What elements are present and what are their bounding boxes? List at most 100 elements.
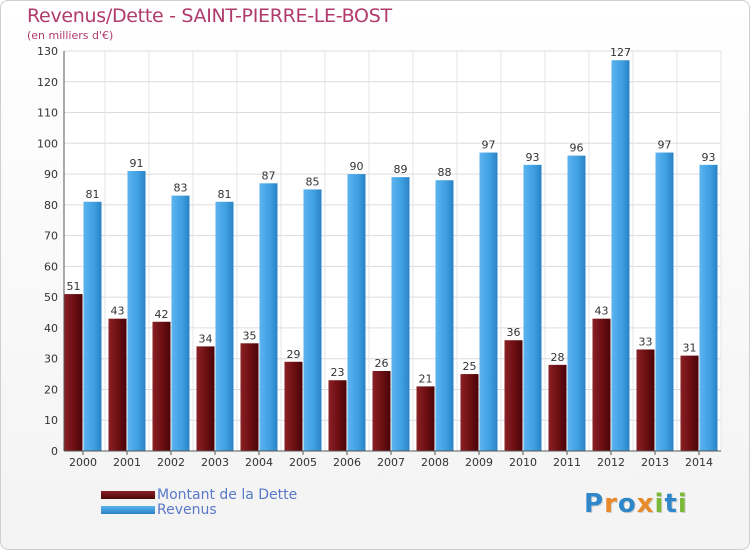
data-label-revenus: 85 <box>306 175 320 188</box>
data-label-dette: 51 <box>67 280 81 293</box>
legend-swatch-revenus <box>101 506 155 514</box>
proxiti-logo: Proxiti <box>584 489 688 519</box>
x-tick-label: 2003 <box>201 456 229 469</box>
logo-letter: o <box>617 489 637 519</box>
y-tick-label: 10 <box>44 414 58 427</box>
bar-dette <box>284 361 303 451</box>
bar-revenus <box>215 201 234 451</box>
data-label-revenus: 89 <box>394 163 408 176</box>
x-tick-label: 2013 <box>641 456 669 469</box>
data-label-revenus: 93 <box>702 151 716 164</box>
y-tick-label: 50 <box>44 291 58 304</box>
chart-title: Revenus/Dette - SAINT-PIERRE-LE-BOST <box>27 5 392 27</box>
data-label-dette: 25 <box>463 360 477 373</box>
bar-revenus <box>699 164 718 451</box>
logo-letter: x <box>636 489 655 519</box>
y-tick-label: 30 <box>44 353 58 366</box>
y-tick-label: 120 <box>37 76 58 89</box>
x-tick-label: 2002 <box>157 456 185 469</box>
data-label-revenus: 97 <box>658 139 672 152</box>
bar-revenus <box>127 171 146 451</box>
labels-layer: 51 81 43 91 42 83 34 81 35 87 29 85 23 90 26 89 21 88 25 97… <box>67 46 716 385</box>
data-label-dette: 31 <box>683 342 697 355</box>
y-tick-label: 80 <box>44 199 58 212</box>
x-tick-label: 2004 <box>245 456 273 469</box>
bar-revenus <box>611 60 630 451</box>
bar-dette <box>592 318 611 451</box>
data-label-dette: 43 <box>111 305 125 318</box>
legend-swatch-dette <box>101 491 155 499</box>
x-tick-label: 2006 <box>333 456 361 469</box>
axis-layer: 0 10 20 30 40 50 60 70 80 90 100 110 120 130 2000 2001 2… <box>37 45 721 469</box>
bar-revenus <box>435 180 454 451</box>
bar-revenus <box>567 155 586 451</box>
data-label-revenus: 81 <box>218 188 232 201</box>
x-tick-label: 2001 <box>113 456 141 469</box>
bar-dette <box>416 386 435 451</box>
bar-dette <box>504 340 523 451</box>
y-tick-label: 130 <box>37 45 58 58</box>
x-tick-label: 2007 <box>377 456 405 469</box>
logo-letter: i <box>654 489 665 519</box>
chart-subtitle: (en milliers d'€) <box>27 29 114 42</box>
data-label-revenus: 91 <box>130 157 144 170</box>
data-label-revenus: 90 <box>350 160 364 173</box>
bar-dette <box>372 371 391 451</box>
bar-dette <box>240 343 259 451</box>
bar-revenus <box>347 174 366 452</box>
bar-revenus <box>83 201 102 451</box>
x-tick-label: 2009 <box>465 456 493 469</box>
data-label-dette: 26 <box>375 357 389 370</box>
bar-revenus <box>259 183 278 452</box>
data-label-dette: 42 <box>155 308 169 321</box>
bar-dette <box>328 380 347 451</box>
bar-revenus <box>523 164 542 451</box>
data-label-dette: 21 <box>419 372 433 385</box>
x-tick-label: 2010 <box>509 456 537 469</box>
bar-revenus <box>171 195 190 451</box>
y-tick-label: 110 <box>37 107 58 120</box>
data-label-revenus: 93 <box>526 151 540 164</box>
x-tick-label: 2011 <box>553 456 581 469</box>
data-label-dette: 33 <box>639 335 653 348</box>
bar-dette <box>460 374 479 451</box>
y-tick-label: 20 <box>44 383 58 396</box>
bar-revenus <box>391 177 410 451</box>
logo-letter: r <box>604 489 618 519</box>
bar-dette <box>636 349 655 451</box>
data-label-revenus: 83 <box>174 182 188 195</box>
data-label-revenus: 81 <box>86 188 100 201</box>
x-tick-label: 2008 <box>421 456 449 469</box>
legend-label-revenus: Revenus <box>157 502 217 518</box>
y-tick-label: 90 <box>44 168 58 181</box>
y-tick-label: 0 <box>51 445 58 458</box>
y-tick-label: 70 <box>44 230 58 243</box>
bar-dette <box>680 355 699 451</box>
data-label-revenus: 96 <box>570 142 584 155</box>
logo-letter: i <box>677 489 688 519</box>
y-tick-label: 100 <box>37 137 58 150</box>
legend-label-dette: Montant de la Dette <box>157 487 298 503</box>
data-label-dette: 43 <box>595 305 609 318</box>
data-label-revenus: 97 <box>482 139 496 152</box>
bars-layer <box>64 60 718 452</box>
data-label-dette: 29 <box>287 348 301 361</box>
bar-dette <box>64 294 83 451</box>
bar-revenus <box>655 152 674 452</box>
bar-revenus <box>303 189 322 451</box>
x-tick-label: 2014 <box>685 456 713 469</box>
bar-dette <box>548 364 567 451</box>
x-tick-label: 2012 <box>597 456 625 469</box>
data-label-dette: 34 <box>199 332 213 345</box>
bar-dette <box>108 318 127 451</box>
bar-dette <box>196 346 215 451</box>
logo-letter: t <box>664 489 678 519</box>
logo-letter: P <box>584 489 605 519</box>
bar-dette <box>152 321 171 451</box>
data-label-revenus: 127 <box>610 46 631 59</box>
bar-revenus <box>479 152 498 452</box>
y-tick-label: 40 <box>44 322 58 335</box>
data-label-revenus: 87 <box>262 169 276 182</box>
